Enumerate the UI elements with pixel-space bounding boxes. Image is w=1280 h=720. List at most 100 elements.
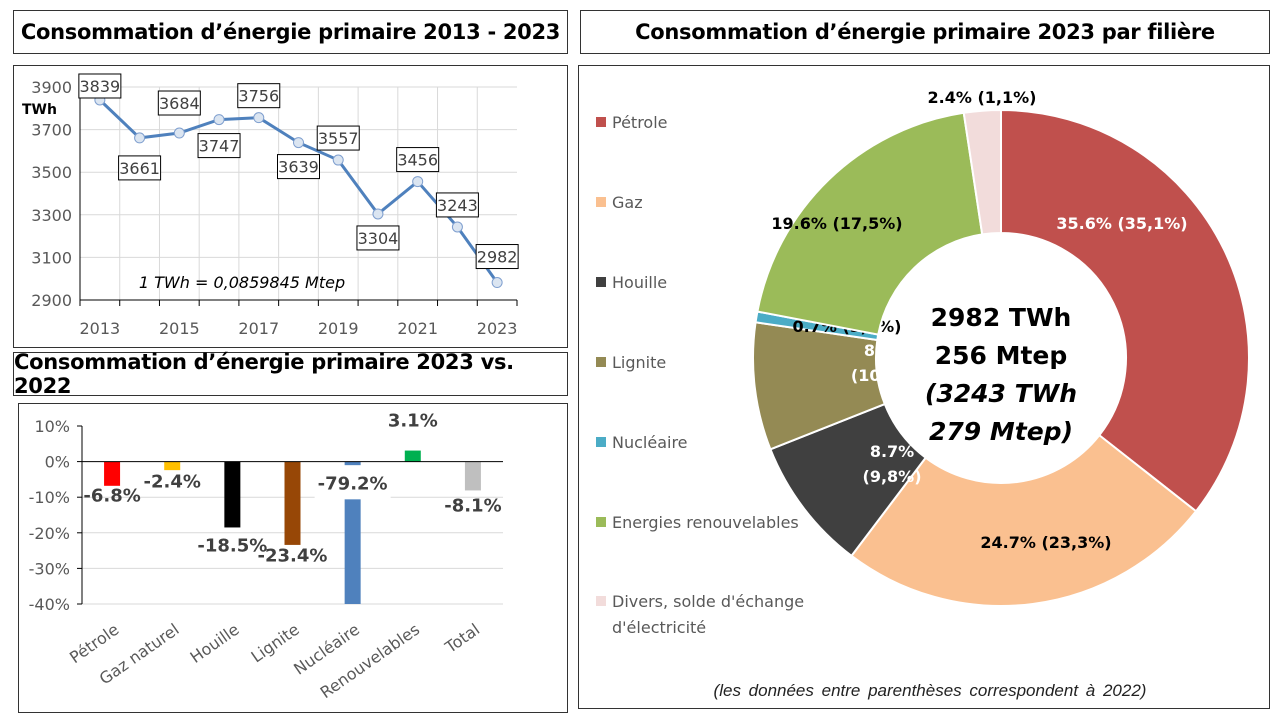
data-label: -2.4% xyxy=(144,472,201,493)
bar-gaz-naturel xyxy=(164,461,181,471)
data-label-box xyxy=(237,83,281,109)
data-label-box xyxy=(316,125,360,151)
legend-label: Nucléaire xyxy=(612,433,688,452)
data-label: 3756 xyxy=(238,87,279,106)
y-tick-label: 3300 xyxy=(31,206,72,225)
data-label: -8.1% xyxy=(444,496,501,517)
x-tick-label: 2019 xyxy=(318,319,359,338)
data-point xyxy=(451,221,463,233)
legend-swatch xyxy=(596,437,606,447)
donut-chart: 35.6% (35,1%) Pétrole 24.7% (23,3%) Gaz 8.7%… xyxy=(596,88,1250,637)
bar-break xyxy=(314,465,391,500)
legend-label: d'électricité xyxy=(612,618,706,637)
slice-label: (10,0%) xyxy=(851,366,921,385)
data-label-box xyxy=(435,192,479,218)
y-tick-label: 3900 xyxy=(31,78,72,97)
data-label-box xyxy=(396,147,440,173)
slice-label: 8.7% xyxy=(870,442,914,461)
data-point xyxy=(253,112,265,124)
data-label: 3304 xyxy=(358,229,399,248)
data-label: 3557 xyxy=(318,129,359,148)
slice-6 xyxy=(962,108,1002,236)
data-label-box xyxy=(475,244,519,270)
line-chart-title: Consommation d’énergie primaire 2013 - 2… xyxy=(13,10,568,54)
legend-label: Houille xyxy=(612,273,667,292)
slice-label: 19.6% (17,5%) xyxy=(771,214,902,233)
bar-pétrole xyxy=(104,461,121,486)
y-tick-label: -20% xyxy=(29,524,70,543)
data-label: -18.5% xyxy=(197,536,267,557)
data-label-box xyxy=(277,154,320,180)
x-tick-label: 2023 xyxy=(477,319,518,338)
y-tick-label: -40% xyxy=(29,595,70,614)
slice-label: 24.7% (23,3%) xyxy=(980,533,1111,552)
y-axis-unit: TWh xyxy=(22,102,57,118)
bar-total xyxy=(464,461,481,491)
legend-swatch xyxy=(596,117,606,127)
y-tick-label: 10% xyxy=(34,417,70,436)
x-tick-label: Total xyxy=(441,620,483,658)
y-tick-label: -30% xyxy=(29,559,70,578)
x-tick-label: 2021 xyxy=(397,319,438,338)
legend-label: Lignite xyxy=(612,353,666,372)
y-tick-label: -10% xyxy=(29,488,70,507)
legend-label: Energies renouvelables xyxy=(612,513,799,532)
bar-renouvelables xyxy=(404,450,421,462)
data-label: 3684 xyxy=(159,94,200,113)
legend-swatch xyxy=(596,596,606,606)
data-label-box xyxy=(197,133,241,159)
legend-swatch xyxy=(596,197,606,207)
bar-houille xyxy=(224,461,241,528)
legend-swatch xyxy=(596,357,606,367)
x-tick-label: 2013 xyxy=(80,319,121,338)
legend-label: Pétrole xyxy=(612,113,668,132)
slice-label: 2.4% (1,1%) xyxy=(928,88,1037,107)
center-total: 256 Mtep xyxy=(935,341,1068,370)
slice-5 xyxy=(756,111,984,336)
bar-chart-panel: 10% 0% -10% -20% -30% -40% -6.8% Pétrole -2.4% Ga… xyxy=(18,403,568,713)
data-label: 3747 xyxy=(199,137,240,156)
x-tick-label: Renouvelables xyxy=(317,620,423,702)
line-chart-panel: 3900 3700 3500 3300 3100 2900 2013 2015 2017 2019… xyxy=(13,65,568,348)
data-point xyxy=(173,127,185,139)
center-total: (3243 TWh xyxy=(925,379,1077,408)
center-total: 2982 TWh xyxy=(931,303,1072,332)
legend-label: Divers, solde d'échange xyxy=(612,592,804,611)
donut-chart-panel: 35.6% (35,1%) Pétrole 24.7% (23,3%) Gaz 8.7%… xyxy=(578,65,1270,709)
data-point xyxy=(491,277,503,289)
legend-swatch xyxy=(596,277,606,287)
data-label: -23.4% xyxy=(258,546,328,567)
slice-1 xyxy=(850,433,1198,607)
line-chart: 3900 3700 3500 3300 3100 2900 2013 2015 2017 2019… xyxy=(22,73,519,338)
slice-label: 35.6% (35,1%) xyxy=(1056,214,1187,233)
data-label: 3456 xyxy=(397,151,438,170)
x-tick-label: 2017 xyxy=(238,319,279,338)
data-point xyxy=(134,132,146,144)
data-label-box xyxy=(118,155,162,181)
y-tick-label: 3700 xyxy=(31,121,72,140)
bar-chart-title: Consommation d’énergie primaire 2023 vs.… xyxy=(13,350,568,398)
data-label: 3639 xyxy=(278,158,319,177)
data-label: -6.8% xyxy=(83,486,140,507)
y-tick-label: 0% xyxy=(45,453,70,472)
data-label-box xyxy=(157,90,201,116)
data-point xyxy=(332,154,344,166)
data-label: 3839 xyxy=(80,77,121,96)
data-label-box xyxy=(356,225,400,251)
conversion-note: 1 TWh = 0,0859845 Mtep xyxy=(139,273,345,292)
data-label: 3661 xyxy=(119,159,160,178)
center-total: 279 Mtep) xyxy=(929,417,1073,446)
legend-label: Gaz xyxy=(612,193,643,212)
data-point xyxy=(372,208,384,220)
legend-swatch xyxy=(596,517,606,527)
x-tick-label: 2015 xyxy=(159,319,200,338)
bar-chart: 10%0%-10%-20%-30%-40%-6.8%Pétrole-2.4%Ga… xyxy=(29,411,503,702)
data-point xyxy=(293,137,304,149)
data-label: 2982 xyxy=(477,248,518,267)
slice-label: 8.3% xyxy=(864,341,908,360)
y-tick-label: 2900 xyxy=(31,291,72,310)
data-point xyxy=(412,176,424,188)
data-label: -79.2% xyxy=(318,474,388,495)
data-point xyxy=(213,114,225,126)
slice-label: (9,8%) xyxy=(863,467,922,486)
